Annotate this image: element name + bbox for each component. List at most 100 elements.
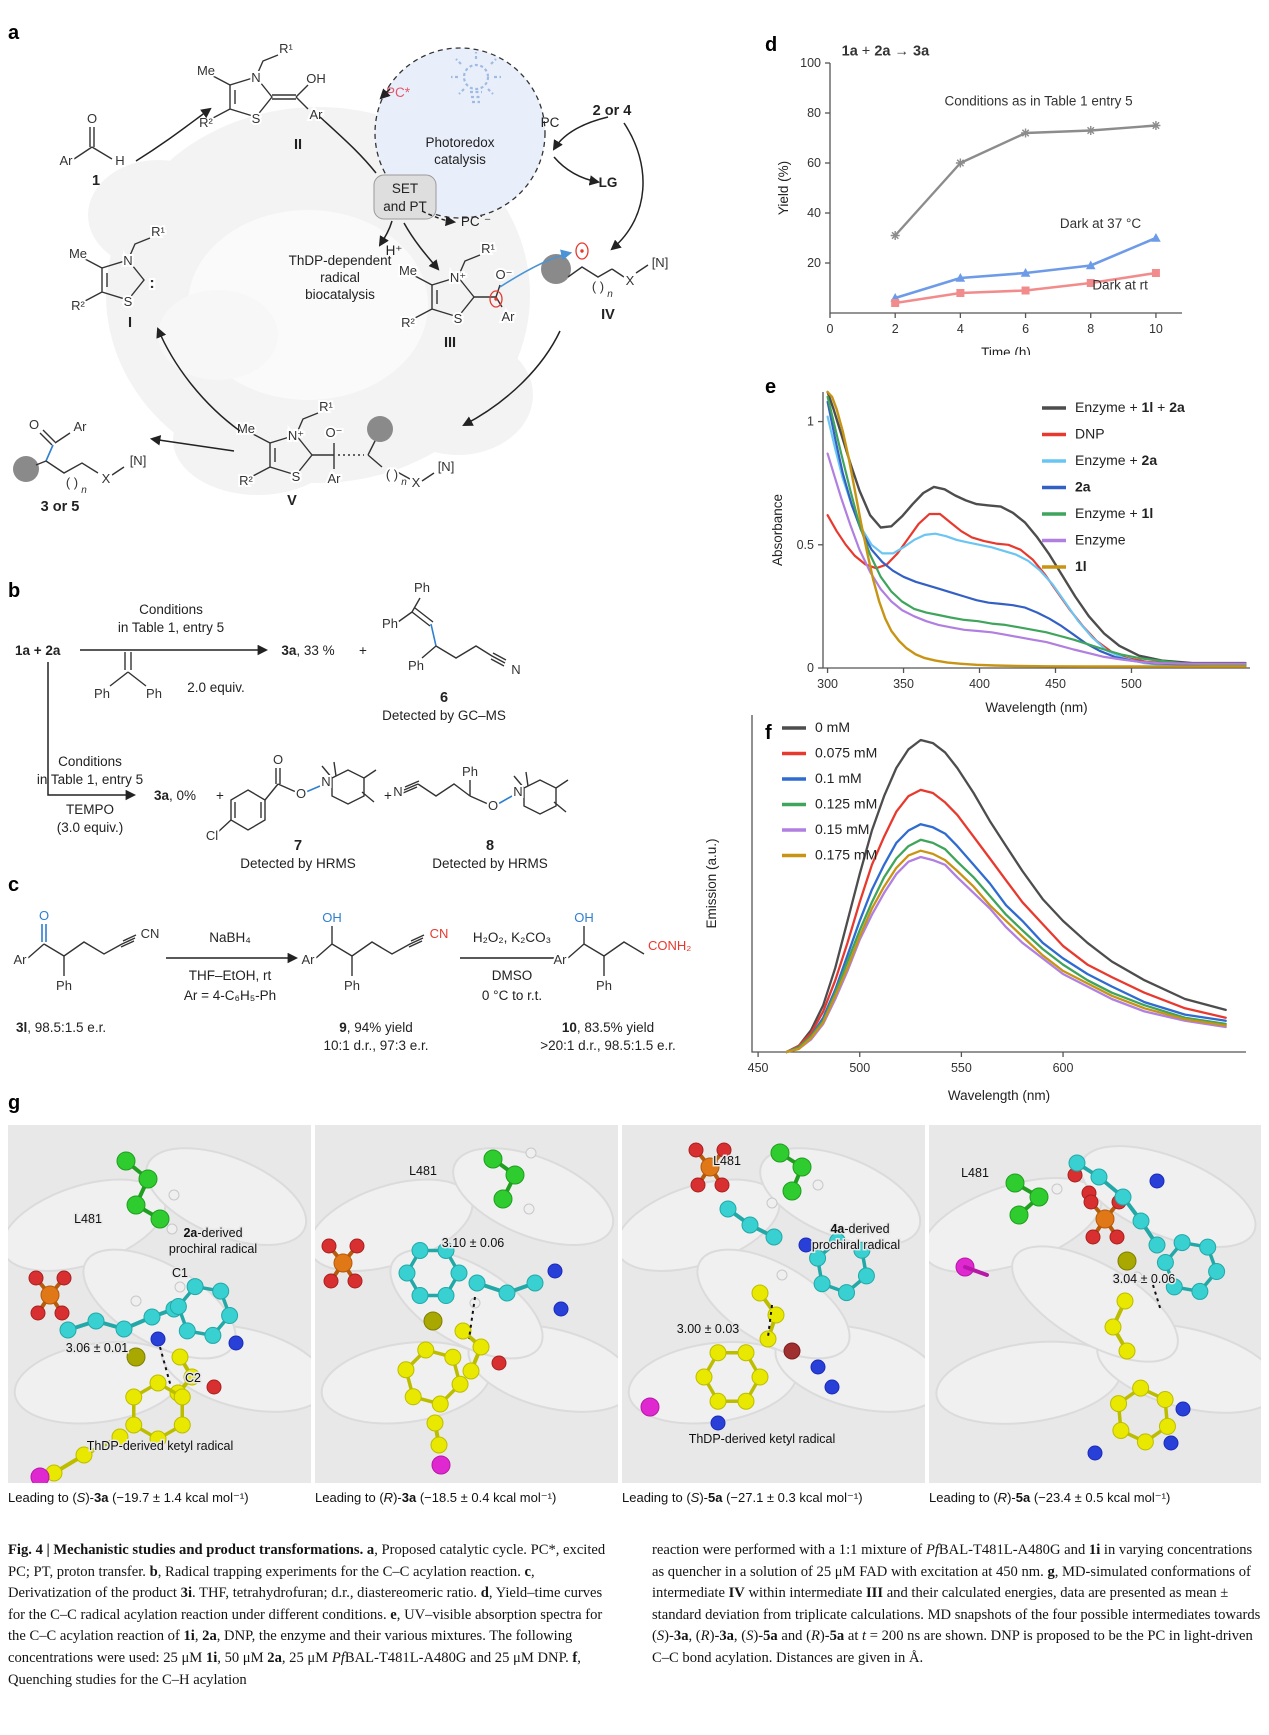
md-annotation: ThDP-derived ketyl radical [689, 1432, 836, 1446]
photoredox-label: Photoredox [425, 135, 494, 150]
svg-text:R²: R² [401, 315, 415, 330]
svg-text:2: 2 [892, 322, 899, 336]
catalytic-cycle-diagram: Photoredox catalysis PC* PC PC˙⁻ SET and… [13, 39, 670, 515]
svg-text:N: N [393, 784, 402, 799]
svg-text:O⁻: O⁻ [496, 267, 513, 282]
compound-9-structure: Ar OH Ph CN [300, 908, 451, 995]
svg-text:S: S [292, 469, 301, 484]
svg-text:OH: OH [322, 910, 342, 925]
conditions-2b: in Table 1, entry 5 [37, 772, 143, 787]
pc-excited-label: PC* [386, 85, 411, 100]
md-annotation: L481 [961, 1166, 989, 1180]
detected-7: Detected by HRMS [240, 856, 356, 871]
md-annotation: 3.04 ± 0.06 [1113, 1272, 1176, 1286]
tempo-label: TEMPO [66, 802, 114, 817]
svg-text:20: 20 [807, 256, 821, 270]
light-bulb-icon [451, 52, 501, 104]
svg-text:Enzyme + 2a: Enzyme + 2a [1075, 452, 1157, 468]
aldehyde-1-structure: Ar O H 1 [58, 109, 127, 189]
label-V: V [287, 493, 297, 509]
panel-label-b: b [8, 580, 21, 602]
svg-text:R¹: R¹ [481, 241, 495, 256]
substrate-label: 2 or 4 [593, 103, 632, 119]
label-9a: 9, 94% yield [339, 1020, 413, 1035]
reagent-h2o2: H₂O₂, K₂CO₃ [473, 930, 551, 945]
svg-text:Ph: Ph [408, 658, 424, 673]
svg-text:Enzyme: Enzyme [1075, 532, 1126, 548]
svg-text:0.175 mM: 0.175 mM [815, 847, 877, 863]
svg-text:Ar: Ar [502, 309, 516, 324]
detected-6: Detected by GC–MS [382, 708, 506, 723]
svg-text:S: S [124, 294, 133, 309]
svg-text:OH: OH [574, 910, 594, 925]
ketyl-radical-icon [489, 290, 503, 308]
radical-trapping-scheme: 1a + 2a Conditions in Table 1, entry 5 P… [15, 578, 569, 871]
svg-text:Enzyme + 1l + 2a: Enzyme + 1l + 2a [1075, 399, 1185, 415]
svg-text:R¹: R¹ [279, 41, 293, 56]
md-annotation: prochiral radical [169, 1242, 257, 1256]
svg-text:550: 550 [951, 1061, 972, 1075]
conditions-1: Conditions [139, 602, 203, 617]
svg-text:0.15 mM: 0.15 mM [815, 821, 869, 837]
svg-text:R¹: R¹ [319, 399, 333, 414]
svg-text:Ph: Ph [146, 686, 162, 701]
panel-label-a: a [8, 22, 20, 44]
plus-sign-2: + [216, 788, 224, 803]
svg-text:n: n [607, 289, 613, 300]
svg-text:CN: CN [430, 926, 449, 941]
label-I: I [128, 315, 132, 331]
md-caption-R-3a: Leading to (R)-3a (−18.5 ± 0.4 kcal mol⁻… [315, 1490, 557, 1505]
svg-text:n: n [81, 485, 87, 496]
svg-text:40: 40 [807, 206, 821, 220]
svg-text:X: X [102, 471, 111, 486]
svg-text:R²: R² [71, 298, 85, 313]
svg-text:O: O [273, 752, 283, 767]
svg-text:Ar: Ar [328, 471, 342, 486]
md-annotation: L481 [409, 1164, 437, 1178]
svg-text:400: 400 [969, 677, 990, 691]
label-10a: 10, 83.5% yield [562, 1020, 654, 1035]
svg-text:8: 8 [1087, 322, 1094, 336]
md-snapshot-R-5a: L481 3.04 ± 0.06 [929, 1125, 1261, 1483]
svg-text:Yield (%): Yield (%) [776, 161, 791, 215]
svg-text:450: 450 [748, 1061, 769, 1075]
svg-text:CONH₂: CONH₂ [648, 938, 691, 953]
label-10b: >20:1 d.r., 98.5:1.5 e.r. [540, 1038, 675, 1053]
svg-text:Ph: Ph [344, 978, 360, 993]
md-annotation: 2a-derived [183, 1226, 242, 1240]
svg-text:4: 4 [957, 322, 964, 336]
md-annotation: C2 [185, 1371, 201, 1385]
md-annotation: 3.00 ± 0.03 [677, 1322, 740, 1336]
svg-text:[N]: [N] [438, 459, 455, 474]
svg-text:Enzyme + 1l: Enzyme + 1l [1075, 505, 1153, 521]
md-annotation: L481 [713, 1154, 741, 1168]
prochiral-radical-icon [575, 242, 589, 260]
svg-text:Ph: Ph [414, 580, 430, 595]
svg-text:Ph: Ph [382, 616, 398, 631]
svg-text:Me: Me [399, 263, 417, 278]
svg-text:N⁺: N⁺ [288, 428, 304, 443]
ar-definition: Ar = 4-C₆H₅-Ph [184, 988, 276, 1003]
svg-text:Ar: Ar [14, 952, 28, 967]
svg-text:[N]: [N] [130, 453, 147, 468]
compound-7-number: 7 [294, 838, 302, 854]
svg-text:10: 10 [1149, 322, 1163, 336]
enzyme-anchor-ball [367, 416, 393, 442]
svg-text:80: 80 [807, 106, 821, 120]
svg-text:Ph: Ph [596, 978, 612, 993]
svg-text:0.5: 0.5 [797, 538, 814, 552]
svg-text:DNP: DNP [1075, 426, 1105, 442]
svg-text:O: O [39, 908, 49, 923]
pt-label: and PT [383, 199, 427, 214]
svg-text:60: 60 [807, 156, 821, 170]
svg-text:0.125 mM: 0.125 mM [815, 796, 877, 812]
md-annotation: prochiral radical [812, 1238, 900, 1252]
thdp-text-3: biocatalysis [305, 287, 375, 302]
plus-sign: + [359, 643, 367, 658]
pc-label: PC [541, 115, 560, 130]
intermediate-II-structure: N S Me R² R¹ OH Ar [195, 39, 328, 132]
product-3a-0: 3a, 0% [154, 788, 196, 803]
panel-label-d: d [765, 34, 778, 56]
svg-text:100: 100 [800, 56, 821, 70]
diphenylethylene-structure: Ph Ph [92, 652, 164, 703]
